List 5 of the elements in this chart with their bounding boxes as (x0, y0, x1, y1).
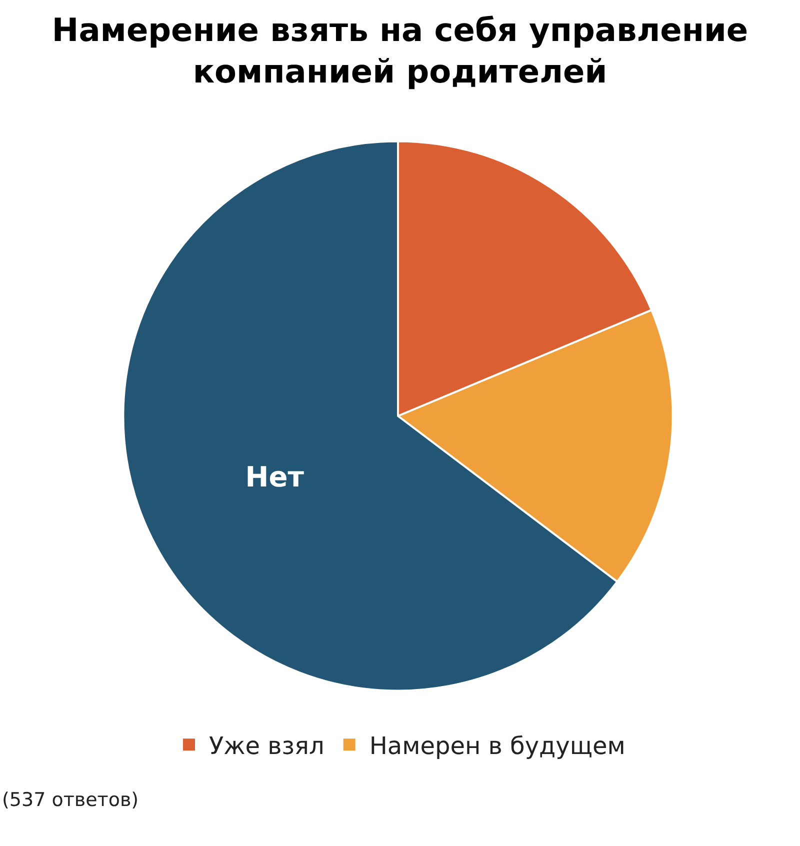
legend-label: Уже взял (209, 732, 324, 760)
text: (537 ответов) (2, 789, 139, 811)
legend-label: Намерен в будущем (369, 732, 626, 760)
chart-title: Намерение взять на себя управление компанией родителей (52, 10, 748, 90)
slice-label: Нет (245, 460, 305, 494)
